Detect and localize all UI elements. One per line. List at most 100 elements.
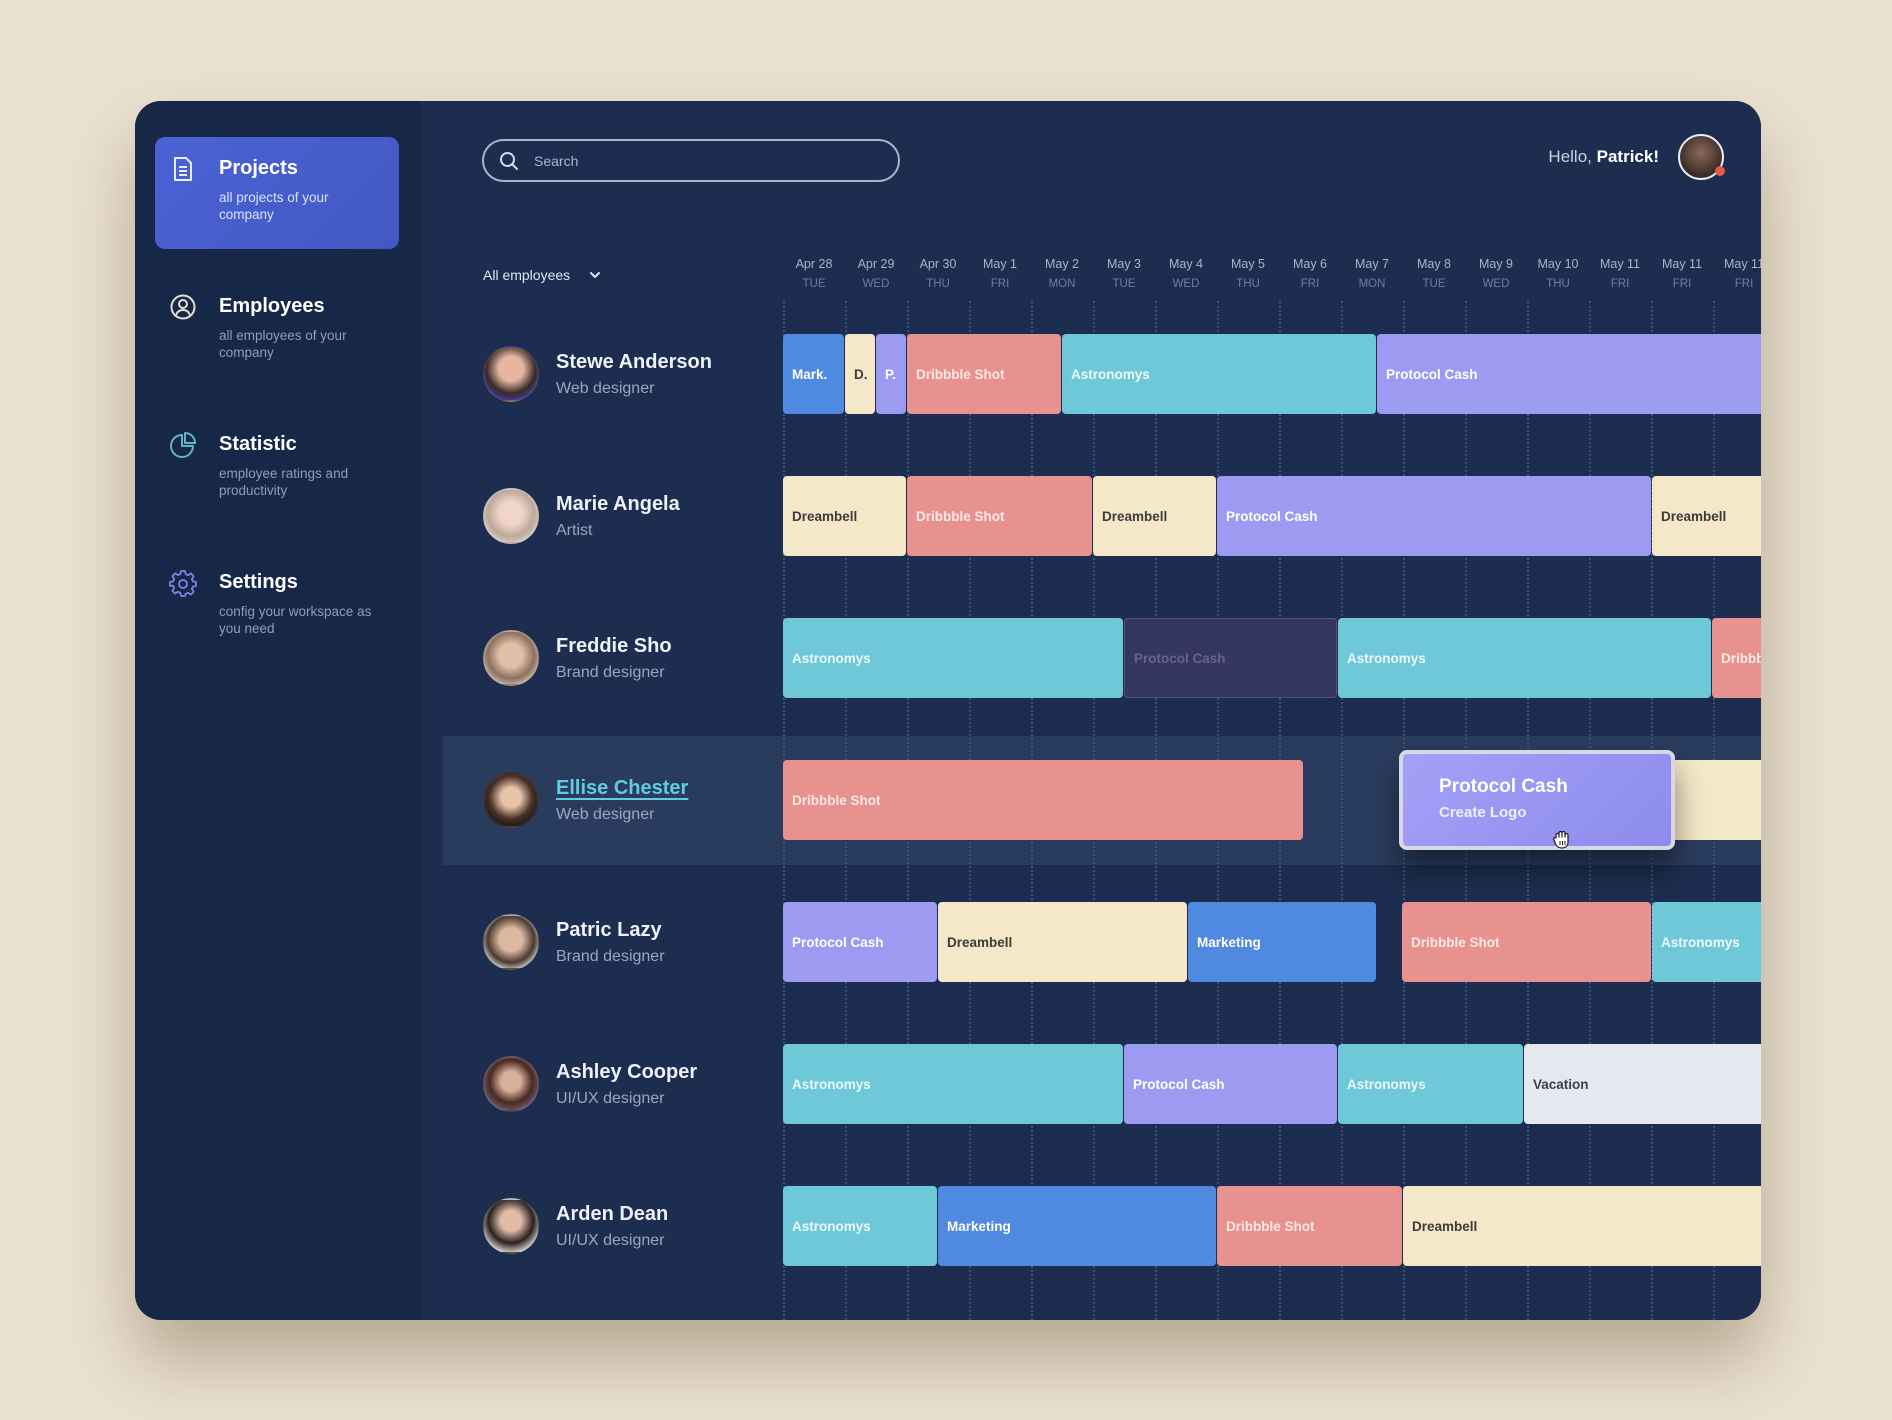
employee-row[interactable]: Freddie Sho Brand designer <box>483 630 763 686</box>
employee-row[interactable]: Stewe Anderson Web designer <box>483 346 763 402</box>
employee-filter-dropdown[interactable]: All employees <box>483 267 602 283</box>
avatar <box>483 1198 539 1254</box>
employee-name[interactable]: Stewe Anderson <box>556 351 712 373</box>
weekday-label: TUE <box>802 278 826 290</box>
date-column: May 1 FRI <box>969 257 1031 290</box>
grab-hand-icon <box>1553 830 1569 849</box>
employee-name[interactable]: Patric Lazy <box>556 919 662 941</box>
task-bar[interactable]: Dribbble Shot <box>1402 902 1651 982</box>
task-bar[interactable]: Dribbble Shot <box>1712 618 1761 698</box>
task-bar[interactable]: Dreambell <box>1652 476 1761 556</box>
task-bar[interactable]: Marketing <box>938 1186 1216 1266</box>
date-label: May 11 <box>1661 257 1703 271</box>
avatar <box>483 772 539 828</box>
task-bar[interactable]: Dreambell <box>1403 1186 1761 1266</box>
employee-row[interactable]: Patric Lazy Brand designer <box>483 914 763 970</box>
task-bar[interactable]: Astronomys <box>783 1044 1123 1124</box>
task-bar[interactable]: Mark. <box>783 334 844 414</box>
app-window: Projects all projects of your company Em… <box>135 101 1761 1320</box>
sidebar-item-description: config your workspace as you need <box>219 604 372 636</box>
avatar <box>483 488 539 544</box>
employee-name[interactable]: Freddie Sho <box>556 635 672 657</box>
weekday-label: FRI <box>990 278 1010 290</box>
employee-row-selected[interactable]: Ellise Chester Web designer <box>483 772 763 828</box>
task-bar[interactable]: Astronomys <box>1062 334 1376 414</box>
task-bar[interactable]: Dribbble Shot <box>783 760 1303 840</box>
user-name: Patrick! <box>1596 147 1659 166</box>
search-bar[interactable] <box>482 139 900 182</box>
employee-role: Web designer <box>556 380 655 397</box>
sidebar: Projects all projects of your company Em… <box>135 101 421 1320</box>
task-bar[interactable]: Marketing <box>1188 902 1376 982</box>
weekday-label: FRI <box>1610 278 1630 290</box>
date-column: May 8 TUE <box>1403 257 1465 290</box>
task-bar[interactable]: Dribbble Shot <box>907 334 1061 414</box>
user-avatar[interactable] <box>1678 134 1725 180</box>
task-bar[interactable]: Astronomys <box>783 1186 937 1266</box>
task-bar[interactable]: Astronomys <box>783 618 1123 698</box>
weekday-label: FRI <box>1672 278 1692 290</box>
sidebar-item-projects[interactable]: Projects all projects of your company <box>155 137 399 249</box>
task-bar-placeholder[interactable]: Protocol Cash <box>1124 618 1337 698</box>
employee-name[interactable]: Ashley Cooper <box>556 1061 698 1083</box>
employee-name[interactable]: Arden Dean <box>556 1203 669 1225</box>
date-label: May 9 <box>1478 257 1514 271</box>
date-label: May 11 <box>1723 257 1761 271</box>
task-bar[interactable]: Dribbble Shot <box>1217 1186 1402 1266</box>
employee-row[interactable]: Arden Dean UI/UX designer <box>483 1198 763 1254</box>
employee-role: Brand designer <box>556 948 665 965</box>
date-label: May 1 <box>982 257 1018 271</box>
filter-label: All employees <box>483 267 571 283</box>
sidebar-item-title: Employees <box>219 295 325 317</box>
sidebar-item-settings[interactable]: Settings config your workspace as you ne… <box>155 551 399 655</box>
weekday-label: THU <box>1546 278 1570 290</box>
weekday-label: FRI <box>1300 278 1320 290</box>
avatar <box>483 914 539 970</box>
employee-row[interactable]: Ashley Cooper UI/UX designer <box>483 1056 763 1112</box>
main-content: Hello, Patrick! All employees Apr 28 TUE … <box>421 101 1761 1320</box>
weekday-label: MON <box>1048 278 1076 290</box>
date-label: May 2 <box>1044 257 1080 271</box>
sidebar-item-statistic[interactable]: Statistic employee ratings and productiv… <box>155 413 399 517</box>
weekday-label: THU <box>1236 278 1260 290</box>
task-bar[interactable]: Astronomys <box>1652 902 1761 982</box>
date-label: May 6 <box>1292 257 1328 271</box>
task-bar[interactable]: Protocol Cash <box>1377 334 1761 414</box>
search-input[interactable] <box>534 152 874 169</box>
date-column: May 2 MON <box>1031 257 1093 290</box>
task-bar[interactable]: Dribbble Shot <box>907 476 1092 556</box>
date-column: May 5 THU <box>1217 257 1279 290</box>
timeline-header: Apr 28 TUE Apr 29 WED Apr 30 THU May 1 FRI M… <box>783 257 1761 297</box>
employee-role: Artist <box>556 522 593 539</box>
weekday-label: TUE <box>1422 278 1446 290</box>
sidebar-item-employees[interactable]: Employees all employees of your company <box>155 275 399 379</box>
sidebar-item-title: Projects <box>219 157 298 179</box>
task-bar[interactable]: Vacation <box>1524 1044 1761 1124</box>
task-bar[interactable]: Astronomys <box>1338 1044 1523 1124</box>
task-bar[interactable]: Dreambell <box>1093 476 1216 556</box>
date-label: May 7 <box>1354 257 1390 271</box>
employee-name[interactable]: Marie Angela <box>556 493 680 515</box>
task-bar[interactable]: D. <box>845 334 875 414</box>
task-bar[interactable]: Protocol Cash <box>783 902 937 982</box>
task-bar[interactable]: P. <box>876 334 906 414</box>
date-column: May 11 FRI <box>1589 257 1651 290</box>
task-title: Protocol Cash <box>1439 776 1568 797</box>
weekday-label: FRI <box>1734 278 1754 290</box>
task-bar[interactable]: Astronomys <box>1338 618 1711 698</box>
task-bar[interactable]: Protocol Cash <box>1124 1044 1337 1124</box>
sidebar-item-description: all employees of your company <box>219 328 347 360</box>
date-column: May 11 FRI <box>1713 257 1761 290</box>
task-bar[interactable]: Dreambell <box>938 902 1187 982</box>
weekday-label: WED <box>1172 278 1200 290</box>
date-label: Apr 30 <box>919 257 957 271</box>
employee-row[interactable]: Marie Angela Artist <box>483 488 763 544</box>
sidebar-item-description: employee ratings and productivity <box>219 466 349 498</box>
avatar <box>483 1056 539 1112</box>
date-column: May 3 TUE <box>1093 257 1155 290</box>
employee-name-link[interactable]: Ellise Chester <box>556 777 689 799</box>
date-label: May 10 <box>1537 257 1579 271</box>
task-bar[interactable]: Dreambell <box>783 476 906 556</box>
task-bar[interactable]: Protocol Cash <box>1217 476 1651 556</box>
dragged-task-card[interactable]: Protocol Cash Create Logo <box>1399 750 1675 850</box>
